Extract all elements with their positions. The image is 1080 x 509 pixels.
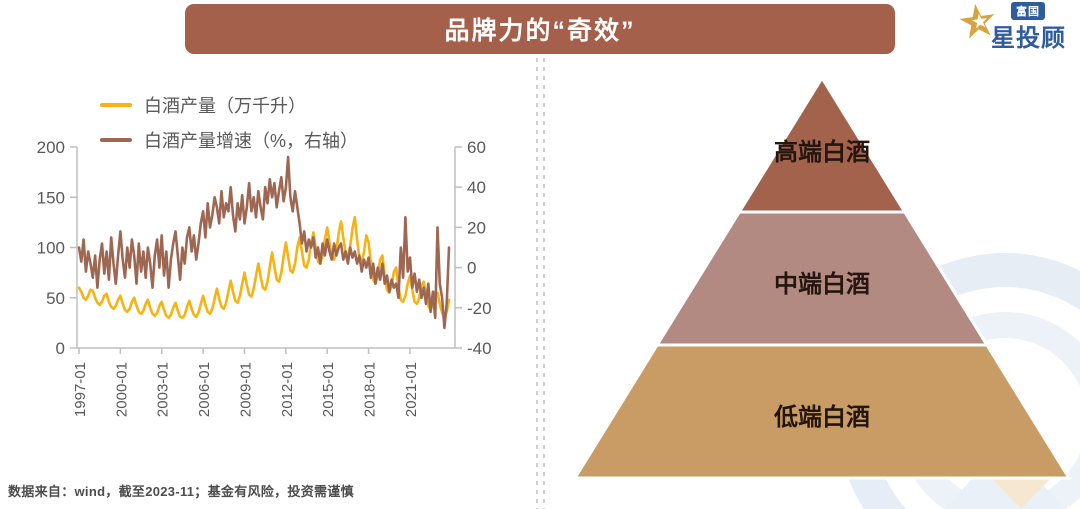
svg-text:50: 50 bbox=[46, 289, 65, 308]
legend-swatch-growth bbox=[100, 138, 132, 142]
line-chart: 0 50 100 150 200 -40 -20 0 20 40 60 1997-01 2000-01 2… bbox=[37, 138, 492, 417]
pyramid-tier-low bbox=[572, 343, 1072, 480]
svg-text:2018-01: 2018-01 bbox=[362, 362, 379, 417]
brand-name: 星投顾 bbox=[991, 25, 1066, 52]
production-chart-panel: 白酒产量（万千升） 白酒产量增速（%，右轴） 0 50 100 150 200 -40 -2… bbox=[0, 80, 520, 480]
pyramid-label-mid: 中端白酒 bbox=[774, 270, 870, 298]
svg-text:2021-01: 2021-01 bbox=[403, 362, 420, 417]
legend-label-production: 白酒产量（万千升） bbox=[144, 96, 306, 116]
svg-text:100: 100 bbox=[37, 239, 65, 258]
svg-text:20: 20 bbox=[467, 218, 486, 237]
legend-label-growth: 白酒产量增速（%，右轴） bbox=[144, 131, 359, 151]
svg-text:2006-01: 2006-01 bbox=[196, 362, 213, 417]
svg-text:-40: -40 bbox=[467, 339, 492, 358]
panel-divider-line bbox=[536, 58, 538, 509]
pyramid-label-low: 低端白酒 bbox=[773, 403, 870, 431]
star-inner-icon: ★ bbox=[969, 9, 991, 35]
chart-legend: 白酒产量（万千升） 白酒产量增速（%，右轴） bbox=[100, 92, 358, 153]
svg-text:60: 60 bbox=[467, 138, 486, 157]
svg-text:150: 150 bbox=[37, 188, 65, 207]
legend-swatch-production bbox=[100, 103, 132, 107]
brand-logo: ★ ★ 富国 星投顾 bbox=[954, 0, 1080, 52]
source-disclaimer: 数据来自：wind，截至2023-11；基金有风险，投资需谨慎 bbox=[8, 484, 354, 499]
svg-text:2009-01: 2009-01 bbox=[237, 362, 254, 417]
svg-text:200: 200 bbox=[37, 138, 65, 157]
svg-text:1997-01: 1997-01 bbox=[72, 362, 89, 417]
page-title: 品牌力的“奇效” bbox=[444, 17, 636, 45]
brand-badge: 富国 bbox=[1011, 2, 1045, 20]
title-banner: 品牌力的“奇效” bbox=[185, 4, 895, 54]
pyramid-label-high: 高端白酒 bbox=[774, 138, 870, 166]
svg-text:2012-01: 2012-01 bbox=[279, 362, 296, 417]
legend-item-growth: 白酒产量增速（%，右轴） bbox=[100, 127, 358, 153]
svg-text:0: 0 bbox=[56, 339, 65, 358]
svg-text:2003-01: 2003-01 bbox=[155, 362, 172, 417]
svg-text:2015-01: 2015-01 bbox=[320, 362, 337, 417]
legend-item-production: 白酒产量（万千升） bbox=[100, 92, 358, 118]
panel-divider-line bbox=[543, 58, 545, 509]
svg-text:2000-01: 2000-01 bbox=[113, 362, 130, 417]
pyramid-panel: 高端白酒 中端白酒 低端白酒 bbox=[555, 62, 1080, 509]
pyramid-diagram: 高端白酒 中端白酒 低端白酒 bbox=[572, 75, 1080, 509]
svg-text:-20: -20 bbox=[467, 299, 492, 318]
svg-text:40: 40 bbox=[467, 178, 486, 197]
svg-text:0: 0 bbox=[467, 259, 476, 278]
